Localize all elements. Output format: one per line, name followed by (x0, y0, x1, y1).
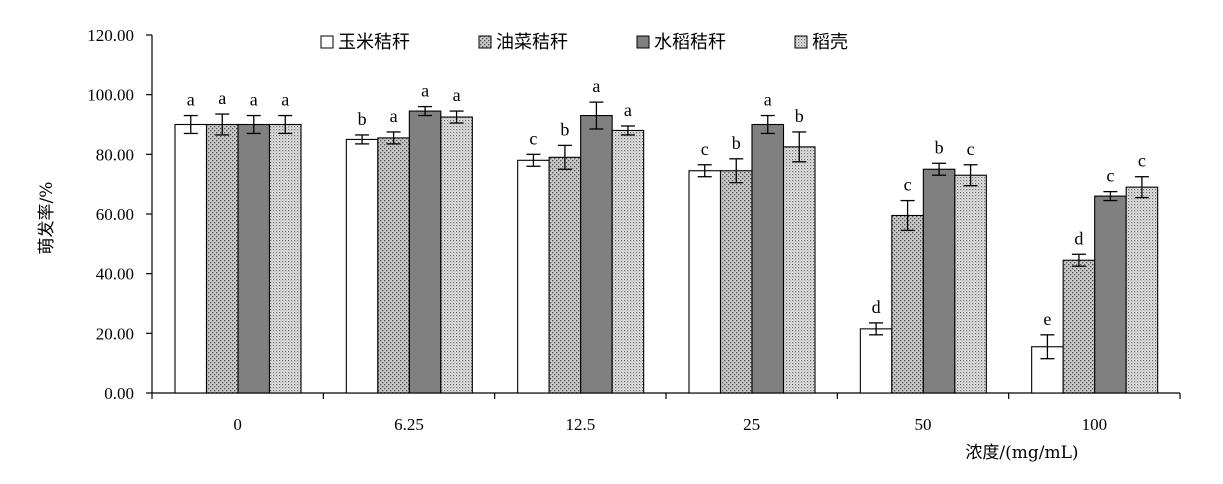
bar (1094, 195, 1127, 394)
bar (408, 110, 442, 394)
y-tick-label: 120.00 (87, 26, 134, 45)
y-tick-label: 40.00 (96, 265, 134, 284)
legend-label: 油菜秸秆 (496, 32, 568, 53)
significance-letter: c (1138, 151, 1146, 171)
bar (517, 159, 550, 394)
significance-letter: d (872, 297, 881, 317)
legend-label: 玉米秸秆 (338, 32, 410, 53)
bar (580, 115, 613, 394)
y-tick-label: 100.00 (87, 86, 134, 105)
bar (611, 129, 645, 394)
bar (751, 123, 785, 394)
significance-letter: e (1043, 309, 1051, 329)
legend-swatch (478, 35, 492, 49)
legend-label: 水稻秸秆 (654, 32, 726, 53)
bar (1125, 186, 1159, 394)
significance-letter: c (904, 175, 912, 195)
bar (174, 123, 208, 394)
significance-letter: b (732, 133, 741, 153)
y-tick-label: 20.00 (96, 324, 134, 343)
significance-letter: a (421, 81, 429, 101)
bar (859, 328, 893, 394)
error-bars (183, 101, 1149, 360)
x-tick-label: 6.25 (394, 415, 424, 434)
significance-letter: a (390, 106, 398, 126)
x-tick-label: 100 (1082, 415, 1108, 434)
x-tick-label: 0 (233, 415, 242, 434)
bars (174, 110, 1159, 394)
y-axis: 0.00 20.00 40.00 60.00 80.00 100.00 120.00 (87, 26, 153, 403)
legend-swatch (794, 35, 808, 49)
bar (440, 116, 473, 394)
bar (1031, 346, 1064, 394)
bar (237, 123, 271, 394)
bar (782, 146, 816, 394)
x-tick-label: 50 (915, 415, 932, 434)
significance-letter: b (795, 106, 804, 126)
x-axis: 0 6.25 12.5 25 50 100 (151, 392, 1181, 434)
significance-letter: d (1074, 228, 1083, 248)
bar (891, 214, 924, 394)
significance-letter: c (529, 128, 537, 148)
bar (922, 168, 956, 394)
significance-letter: a (250, 90, 258, 110)
significance-letter: a (218, 88, 226, 108)
significance-letter: b (358, 109, 367, 129)
y-tick-label: 0.00 (104, 384, 134, 403)
legend-swatch (320, 35, 334, 49)
significance-letter: a (281, 90, 289, 110)
legend: 玉米秸秆 油菜秸秆 水稻秸秆 稻壳 (320, 32, 848, 53)
x-axis-title: 浓度/(mg/mL) (965, 443, 1078, 463)
y-axis-title: 萌发率/% (37, 182, 57, 255)
x-tick-label: 25 (743, 415, 760, 434)
significance-letter: a (764, 90, 772, 110)
bar (719, 170, 753, 394)
significance-letter: b (935, 137, 944, 157)
significance-letters: a a a a b a a a c b a a c b a b d c b c e d c c (187, 76, 1146, 329)
y-tick-label: 60.00 (96, 205, 134, 224)
significance-letter: a (624, 100, 632, 120)
bar (688, 170, 722, 394)
y-tick-label: 80.00 (96, 145, 134, 164)
significance-letter: c (701, 139, 709, 159)
bar (268, 123, 302, 394)
legend-label: 稻壳 (812, 32, 848, 53)
x-tick-label: 12.5 (565, 415, 595, 434)
significance-letter: c (967, 139, 975, 159)
significance-letter: b (560, 119, 569, 139)
significance-letter: a (187, 90, 195, 110)
bar (345, 138, 379, 394)
significance-letter: a (453, 85, 461, 105)
bar (548, 156, 582, 394)
bar (205, 123, 239, 394)
legend-swatch (636, 35, 650, 49)
significance-letter: a (592, 76, 600, 96)
bar (377, 137, 410, 394)
significance-letter: c (1106, 166, 1114, 186)
bar (954, 174, 987, 394)
bar (1062, 259, 1096, 394)
